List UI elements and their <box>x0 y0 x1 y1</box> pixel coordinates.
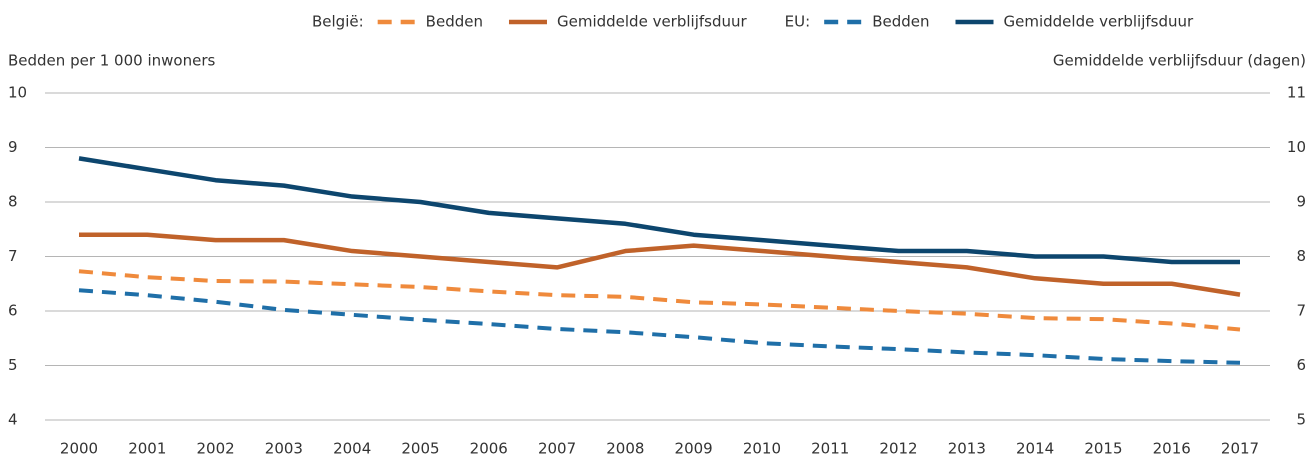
y-tick-label: 8 <box>8 193 18 211</box>
x-tick-label: 2015 <box>1084 440 1122 458</box>
y-tick-label: 10 <box>8 84 27 102</box>
series-line <box>78 288 1241 365</box>
series-line <box>78 156 1240 265</box>
legend-label: Bedden <box>426 13 483 31</box>
y-tick-label: 4 <box>8 411 18 429</box>
y2-tick-label: 8 <box>1296 247 1306 265</box>
x-tick-label: 2008 <box>606 440 644 458</box>
x-tick-label: 2001 <box>128 440 166 458</box>
y2-tick-label: 5 <box>1296 411 1306 429</box>
legend-group-label: België: <box>312 13 364 31</box>
y2-tick-label: 10 <box>1287 138 1306 156</box>
y-tick-label: 5 <box>8 356 18 374</box>
y-tick-label: 6 <box>8 302 18 320</box>
y2-tick-label: 9 <box>1296 193 1306 211</box>
legend-group-label: EU: <box>785 13 811 31</box>
y-axis-label: Bedden per 1 000 inwoners <box>8 52 215 70</box>
x-tick-label: 2004 <box>333 440 371 458</box>
legend-label: Gemiddelde verblijfsduur <box>1004 13 1195 31</box>
y-tick-label: 9 <box>8 138 18 156</box>
x-tick-label: 2009 <box>675 440 713 458</box>
x-tick-label: 2007 <box>538 440 576 458</box>
y2-tick-label: 6 <box>1296 356 1306 374</box>
x-tick-label: 2002 <box>196 440 234 458</box>
x-tick-label: 2013 <box>948 440 986 458</box>
x-tick-label: 2011 <box>811 440 849 458</box>
x-tick-label: 2000 <box>60 440 98 458</box>
y2-tick-label: 11 <box>1287 84 1306 102</box>
series-line <box>78 269 1241 332</box>
series-line <box>79 232 1241 297</box>
x-tick-label: 2012 <box>879 440 917 458</box>
y2-axis-label: Gemiddelde verblijfsduur (dagen) <box>1053 52 1306 70</box>
x-tick-label: 2014 <box>1016 440 1054 458</box>
x-tick-label: 2017 <box>1221 440 1259 458</box>
x-tick-label: 2005 <box>401 440 439 458</box>
x-tick-label: 2010 <box>743 440 781 458</box>
legend-label: Bedden <box>872 13 929 31</box>
y-tick-label: 7 <box>8 247 18 265</box>
y2-tick-label: 7 <box>1296 302 1306 320</box>
x-tick-label: 2016 <box>1153 440 1191 458</box>
x-tick-label: 2006 <box>470 440 508 458</box>
x-tick-label: 2003 <box>265 440 303 458</box>
legend-label: Gemiddelde verblijfsduur <box>557 13 748 31</box>
